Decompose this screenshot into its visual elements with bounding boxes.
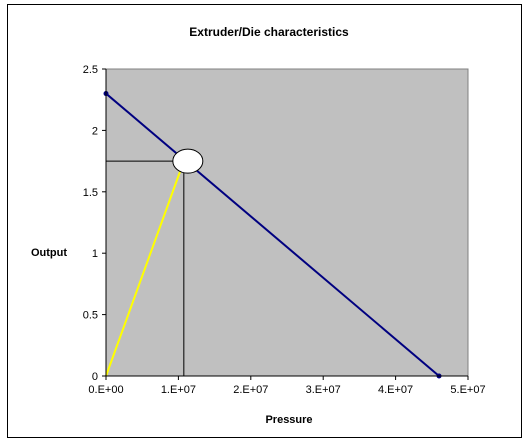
x-axis-ticks: 0.E+00 1.E+07 2.E+07 3.E+07 4.E+07 5.E+07	[88, 376, 486, 396]
chart-area: Extruder/Die characteristics 0.E+00 1.E+0…	[7, 4, 522, 438]
die-line	[105, 160, 185, 377]
series-layer	[103, 91, 442, 379]
x-tick-label: 0.E+00	[88, 384, 123, 396]
axes	[105, 69, 468, 377]
extruder-line	[105, 92, 440, 377]
x-tick-label: 4.E+07	[378, 384, 413, 396]
x-tick-label: 5.E+07	[450, 384, 485, 396]
x-axis-label: Pressure	[265, 414, 312, 426]
chart-title: Extruder/Die characteristics	[189, 25, 349, 39]
operating-point-guides	[106, 160, 185, 376]
x-tick-label: 1.E+07	[161, 384, 196, 396]
y-tick-label: 1.5	[83, 187, 98, 199]
y-axis-label: Output	[31, 247, 67, 259]
x-tick-label: 2.E+07	[233, 384, 268, 396]
operating-point-marker	[172, 148, 204, 174]
y-tick-label: 1	[92, 248, 98, 260]
x-tick-label: 3.E+07	[306, 384, 341, 396]
y-tick-label: 2.5	[83, 64, 98, 76]
y-tick-label: 0.5	[83, 310, 98, 322]
y-axis-ticks: 0 0.5 1 1.5 2 2.5	[83, 64, 106, 383]
plot-area	[105, 68, 469, 377]
chart-svg: Extruder/Die characteristics 0.E+00 1.E+0…	[31, 25, 486, 426]
y-tick-label: 2	[92, 125, 98, 137]
y-tick-label: 0	[92, 371, 98, 383]
